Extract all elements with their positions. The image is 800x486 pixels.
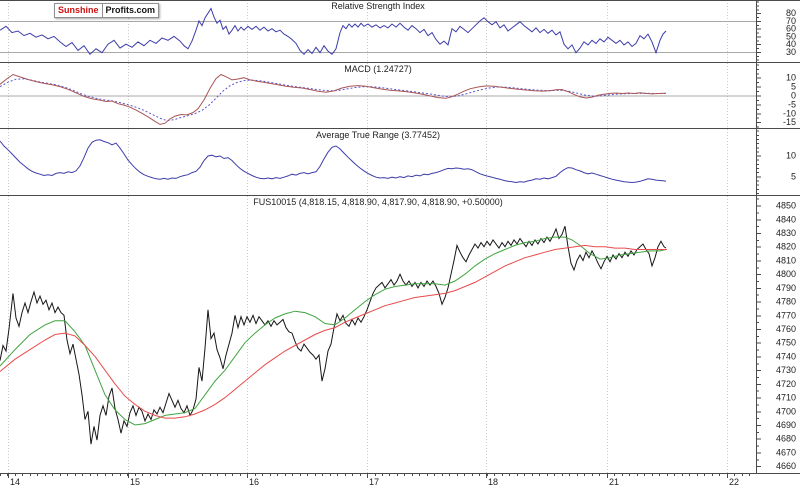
x-axis-day-label: 16 (249, 477, 259, 486)
y-tick-label: 30 (786, 47, 796, 57)
y-tick-label: 4720 (776, 379, 796, 389)
y-tick-label: 70 (786, 16, 796, 26)
y-tick-label: 10 (786, 73, 796, 83)
x-axis-day-label: 17 (369, 477, 379, 486)
macd-line (0, 73, 667, 125)
bottom-axis: 14 15 16 17 18 21 22 (0, 473, 800, 486)
ma-fast-line (0, 236, 667, 426)
y-tick-label: 4710 (776, 393, 796, 403)
rsi-plot[interactable] (0, 0, 756, 62)
rsi-panel-title: Relative Strength Index (331, 1, 425, 11)
y-tick-label: 0 (791, 91, 796, 101)
y-tick-label: 4850 (776, 201, 796, 211)
y-tick-label: 4680 (776, 434, 796, 444)
macd-panel-title: MACD (1.24727) (344, 64, 412, 74)
y-tick-label: 4820 (776, 242, 796, 252)
y-tick-label: 4670 (776, 447, 796, 457)
y-tick-label: 4810 (776, 255, 796, 265)
y-tick-label: 4830 (776, 228, 796, 238)
atr-line (0, 139, 667, 184)
y-tick-label: 4690 (776, 420, 796, 430)
x-axis-day-label: 15 (130, 477, 140, 486)
sunshineprofits-logo[interactable]: Sunshine Profits.com (54, 3, 160, 18)
y-tick-label: 4840 (776, 214, 796, 224)
y-tick-label: 40 (786, 39, 796, 49)
y-tick-label: -10 (783, 108, 796, 118)
panel-separator (0, 195, 800, 196)
y-tick-label: 4700 (776, 406, 796, 416)
y-tick-label: -5 (788, 99, 796, 109)
logo-sunshine-text: Sunshine (55, 4, 103, 17)
right-axis: 8070605040301050-5-10-151054850484048304… (756, 0, 796, 473)
y-tick-label: 4740 (776, 351, 796, 361)
x-axis-day-label: 21 (609, 477, 619, 486)
y-tick-label: 4780 (776, 297, 796, 307)
y-tick-label: 4800 (776, 269, 796, 279)
y-tick-label: 80 (786, 8, 796, 18)
y-tick-label: 5 (791, 82, 796, 92)
x-axis-day-label: 14 (10, 477, 20, 486)
macd-plot[interactable] (0, 63, 756, 128)
ma-slow-line (0, 244, 667, 419)
y-tick-label: 4790 (776, 283, 796, 293)
y-tick-label: 10 (786, 151, 796, 161)
y-tick-label: 4770 (776, 310, 796, 320)
y-tick-label: -15 (783, 117, 796, 127)
price-plot[interactable] (0, 196, 756, 473)
y-tick-label: 5 (791, 171, 796, 181)
y-tick-label: 4750 (776, 338, 796, 348)
x-axis-day-label: 22 (729, 477, 739, 486)
price-panel-title: FUS10015 (4,818.15, 4,818.90, 4,817.90, … (253, 197, 503, 207)
atr-plot[interactable] (0, 129, 756, 195)
y-tick-label: 4730 (776, 365, 796, 375)
atr-panel-title: Average True Range (3.77452) (316, 130, 440, 140)
panel-separator (0, 128, 800, 129)
price-line (0, 226, 667, 445)
y-tick-label: 50 (786, 31, 796, 41)
y-tick-label: 60 (786, 24, 796, 34)
y-tick-label: 4660 (776, 461, 796, 471)
rsi-line (0, 7, 667, 56)
panel-separator (0, 62, 800, 63)
logo-profits-text: Profits.com (105, 5, 156, 15)
panel-separator (0, 0, 800, 1)
x-axis-day-label: 18 (488, 477, 498, 486)
y-tick-label: 4760 (776, 324, 796, 334)
